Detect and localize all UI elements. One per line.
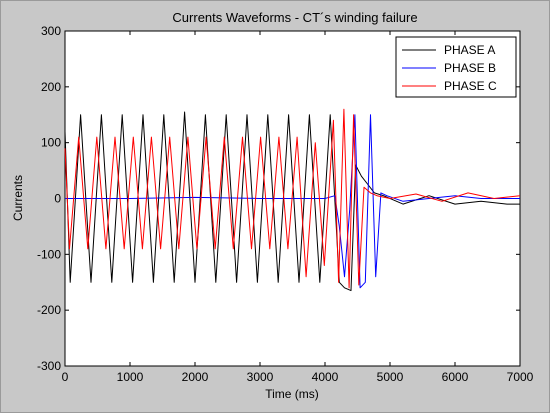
y-tick-label: 0 [54, 192, 61, 206]
x-axis-label: Time (ms) [265, 387, 319, 401]
y-tick-label: 300 [41, 24, 61, 38]
x-tick-label: 5000 [377, 370, 404, 384]
y-tick-label: -300 [37, 359, 61, 373]
y-tick-label: 200 [41, 80, 61, 94]
x-tick-label: 1000 [117, 370, 144, 384]
y-tick-label: -200 [37, 303, 61, 317]
x-tick-label: 2000 [182, 370, 209, 384]
chart-title: Currents Waveforms - CT´s winding failur… [172, 10, 417, 25]
legend-label: PHASE B [444, 61, 496, 75]
legend-label: PHASE C [444, 79, 497, 93]
legend-label: PHASE A [444, 43, 495, 57]
y-tick-label: 100 [41, 136, 61, 150]
y-axis-label: Currents [11, 175, 25, 221]
x-tick-label: 4000 [312, 370, 339, 384]
legend: PHASE A PHASE B PHASE C [396, 37, 516, 97]
x-tick-label: 6000 [442, 370, 469, 384]
x-tick-label: 0 [62, 370, 69, 384]
x-tick-label: 3000 [247, 370, 274, 384]
x-tick-label: 7000 [507, 370, 534, 384]
y-tick-label: -100 [37, 247, 61, 261]
